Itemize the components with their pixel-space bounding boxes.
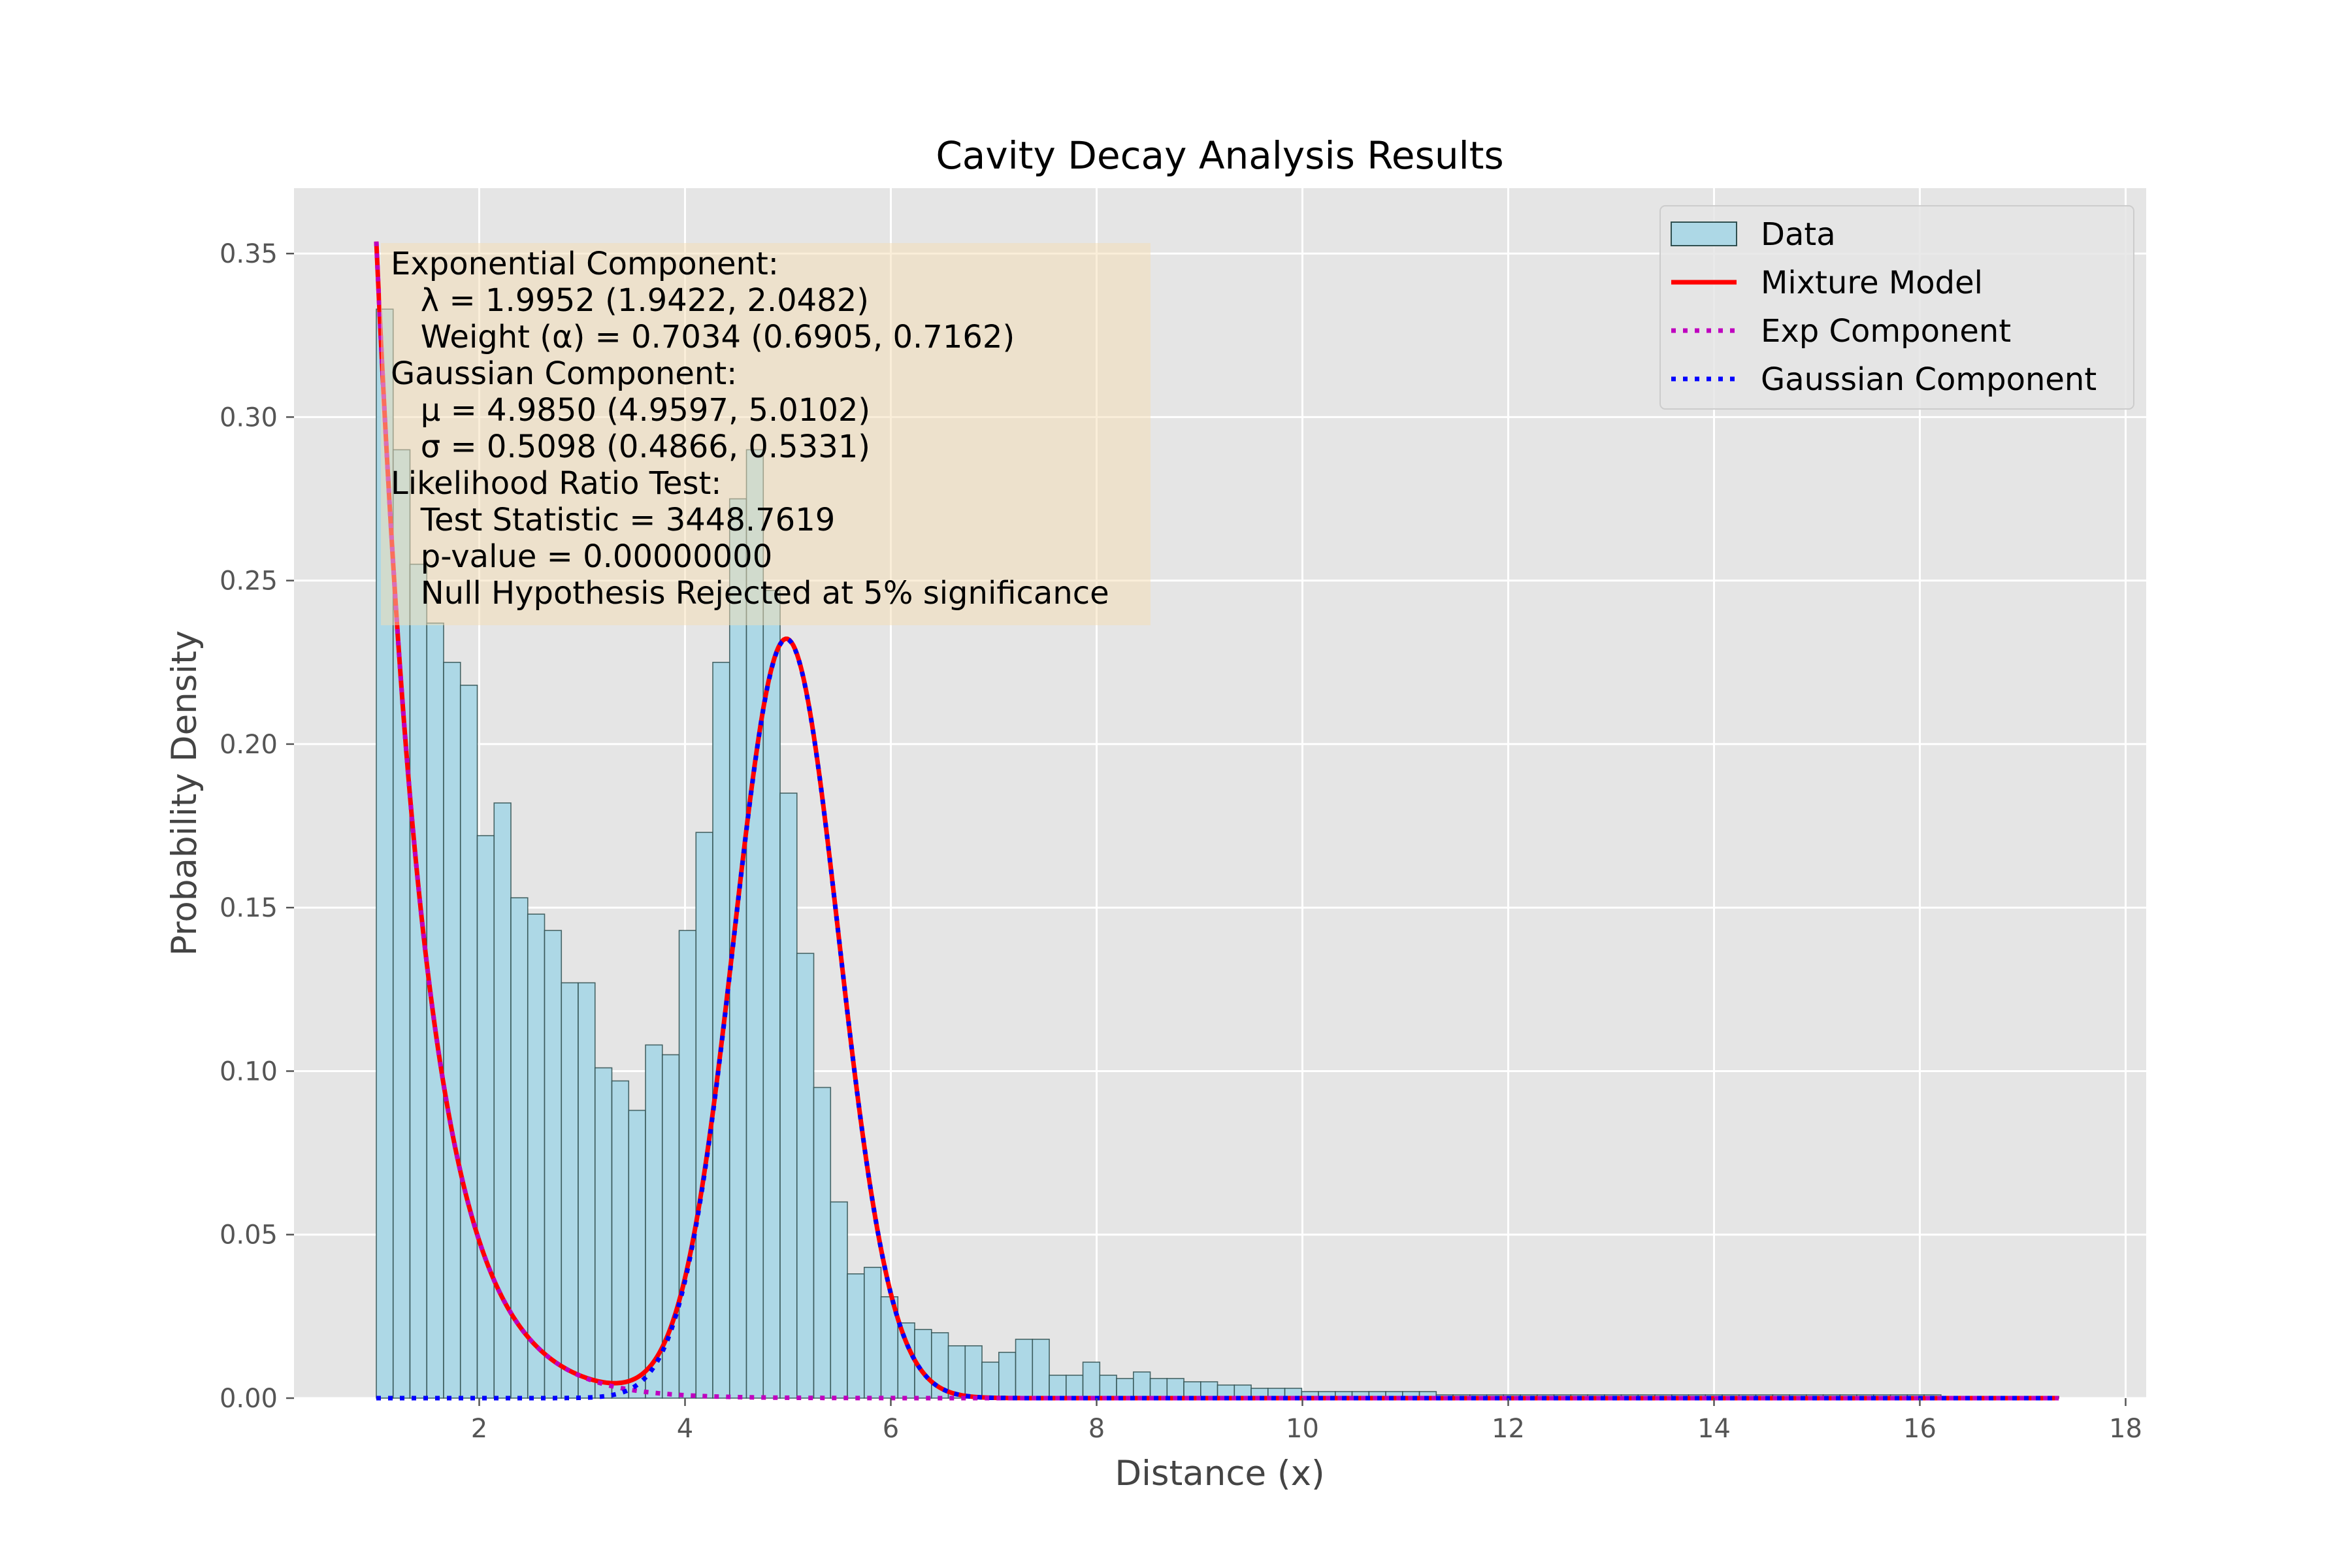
histogram-bar bbox=[409, 563, 428, 1399]
legend-label: Exp Component bbox=[1761, 313, 2011, 350]
x-tick-label: 12 bbox=[1492, 1414, 1525, 1444]
y-tick-label: 0.10 bbox=[220, 1056, 278, 1086]
x-tick-label: 18 bbox=[2109, 1414, 2142, 1444]
annotation-line: Gaussian Component: bbox=[391, 355, 737, 392]
histogram-bar bbox=[1183, 1381, 1201, 1399]
legend-label: Data bbox=[1761, 216, 1836, 253]
histogram-bar bbox=[796, 953, 815, 1399]
annotation-line: Weight (α) = 0.7034 (0.6905, 0.7162) bbox=[391, 319, 1015, 355]
histogram-bar bbox=[628, 1109, 646, 1399]
histogram-bar bbox=[897, 1322, 915, 1399]
histogram-bar bbox=[476, 835, 495, 1399]
y-tick-label: 0.20 bbox=[220, 730, 278, 760]
gaussian-component-line bbox=[376, 636, 2059, 1401]
histogram-bar bbox=[645, 1044, 663, 1399]
histogram-bar bbox=[1166, 1378, 1184, 1399]
annotation-line: Null Hypothesis Rejected at 5% significa… bbox=[391, 575, 1109, 612]
legend-label: Gaussian Component bbox=[1761, 361, 2097, 398]
x-axis-label: Distance (x) bbox=[1115, 1454, 1324, 1494]
y-tick-label: 0.35 bbox=[220, 239, 278, 269]
y-axis-label: Probability Density bbox=[165, 630, 204, 956]
annotation-line: p-value = 0.00000000 bbox=[391, 538, 772, 575]
legend-box bbox=[1659, 205, 2134, 410]
histogram-bar bbox=[527, 913, 546, 1399]
histogram-bar bbox=[762, 589, 781, 1399]
histogram-bar bbox=[678, 930, 697, 1399]
legend-data-swatch bbox=[1671, 221, 1737, 246]
histogram-bar bbox=[981, 1362, 1000, 1399]
histogram-bar bbox=[443, 661, 461, 1399]
y-tick-label: 0.15 bbox=[220, 893, 278, 923]
histogram-bar bbox=[1032, 1339, 1050, 1399]
histogram-bar bbox=[1049, 1375, 1067, 1399]
fit-annotation: Exponential Component: λ = 1.9952 (1.942… bbox=[381, 243, 1151, 625]
x-tick-label: 14 bbox=[1697, 1414, 1731, 1444]
histogram-bar bbox=[847, 1273, 865, 1399]
histogram-bar bbox=[1133, 1371, 1151, 1399]
histogram-bar bbox=[712, 661, 730, 1399]
model-curves bbox=[374, 241, 2059, 1401]
histogram-bar bbox=[1066, 1375, 1084, 1399]
histogram-bar bbox=[863, 1266, 882, 1399]
axis-ticks: 2 4 6 8 10 12 14 16 18 0.00 0.05 0.10 0.15 0.20 0.25 0.… bbox=[220, 239, 2142, 1444]
x-tick-label: 10 bbox=[1286, 1414, 1319, 1444]
histogram-bar bbox=[578, 982, 596, 1399]
annotation-line: Exponential Component: bbox=[391, 246, 779, 282]
histogram-bar bbox=[493, 802, 512, 1399]
histogram-bar bbox=[830, 1201, 848, 1399]
histogram-bar bbox=[561, 982, 579, 1399]
histogram-bar bbox=[611, 1080, 630, 1399]
y-tick-label: 0.00 bbox=[220, 1384, 278, 1414]
exp-component-line bbox=[374, 241, 2059, 1401]
y-tick-label: 0.30 bbox=[220, 402, 278, 433]
histogram-bar bbox=[1099, 1375, 1117, 1399]
annotation-line: λ = 1.9952 (1.9422, 2.0482) bbox=[391, 282, 869, 319]
histogram-bar bbox=[459, 685, 478, 1399]
histogram-bar bbox=[1116, 1378, 1134, 1399]
chart-title: Cavity Decay Analysis Results bbox=[936, 133, 1503, 178]
histogram-bar bbox=[1015, 1339, 1034, 1399]
histogram-bar bbox=[1200, 1381, 1218, 1399]
histogram-bar bbox=[1149, 1378, 1168, 1399]
annotation-line: Test Statistic = 3448.7619 bbox=[391, 502, 835, 538]
histogram-bar bbox=[779, 792, 798, 1399]
annotation-line: Likelihood Ratio Test: bbox=[391, 465, 721, 502]
legend-label: Mixture Model bbox=[1761, 265, 1983, 301]
x-tick-label: 4 bbox=[677, 1414, 693, 1444]
x-tick-label: 8 bbox=[1088, 1414, 1105, 1444]
annotation-line: μ = 4.9850 (4.9597, 5.0102) bbox=[391, 392, 870, 429]
histogram-bar bbox=[964, 1345, 983, 1399]
histogram-bar bbox=[594, 1067, 613, 1399]
x-tick-label: 16 bbox=[1903, 1414, 1936, 1444]
legend: Data Mixture Model Exp Component Gaussian C… bbox=[1659, 205, 2134, 410]
x-tick-label: 6 bbox=[883, 1414, 899, 1444]
histogram-bar bbox=[1082, 1362, 1101, 1399]
y-tick-label: 0.05 bbox=[220, 1220, 278, 1250]
annotation-line: σ = 0.5098 (0.4866, 0.5331) bbox=[391, 429, 870, 465]
histogram-bar bbox=[998, 1352, 1017, 1399]
histogram-bar bbox=[813, 1086, 832, 1399]
x-tick-label: 2 bbox=[471, 1414, 487, 1444]
y-tick-label: 0.25 bbox=[220, 566, 278, 596]
histogram-bar bbox=[426, 622, 444, 1399]
histogram-bar bbox=[544, 930, 563, 1399]
annotation-box bbox=[381, 243, 1151, 625]
